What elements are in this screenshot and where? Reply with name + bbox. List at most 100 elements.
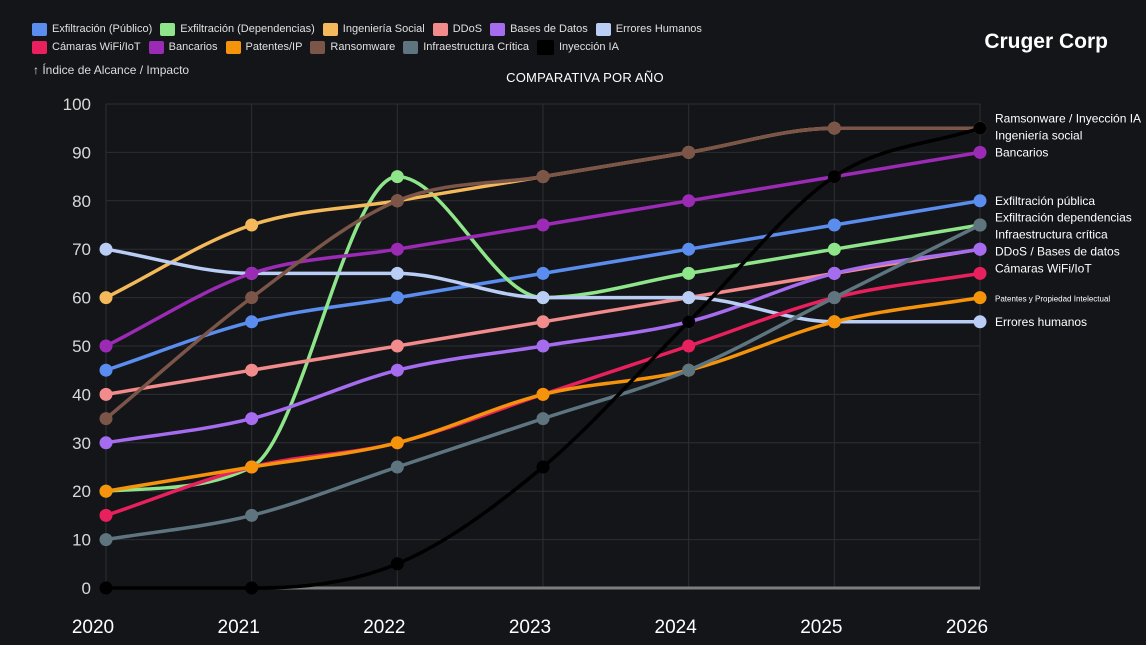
y-tick-label: 90	[72, 143, 91, 162]
brand-title: Cruger Corp	[984, 30, 1108, 53]
chart-title: COMPARATIVA POR AÑO	[506, 70, 664, 85]
legend-item[interactable]: Bases de Datos	[490, 22, 588, 36]
data-point-errores-humanos	[390, 266, 404, 280]
data-point-ddos	[245, 363, 259, 377]
data-point-exfiltracion-publico	[390, 291, 404, 305]
data-point-exfiltracion-dependencias	[827, 242, 841, 256]
data-point-infraestructura-critica	[390, 460, 404, 474]
data-point-infraestructura-critica	[536, 412, 550, 426]
data-point-inyeccion-ia	[827, 170, 841, 184]
data-point-errores-humanos	[973, 315, 987, 329]
data-point-ddos	[536, 315, 550, 329]
data-point-bases-de-datos	[390, 363, 404, 377]
y-axis-note: ↑ Índice de Alcance / Impacto	[33, 63, 190, 77]
data-point-exfiltracion-dependencias	[682, 266, 696, 280]
data-point-bancarios	[245, 266, 259, 280]
legend-item[interactable]: Exfiltración (Público)	[32, 22, 153, 36]
legend-swatch	[310, 40, 326, 54]
end-label: Ingeniería social	[995, 128, 1082, 142]
data-point-inyeccion-ia	[973, 121, 987, 135]
y-tick-label: 10	[72, 531, 91, 550]
data-point-exfiltracion-publico	[682, 242, 696, 256]
data-point-bancarios	[390, 242, 404, 256]
legend-item[interactable]: Exfiltración (Dependencias)	[160, 22, 315, 36]
end-label: Infraestructura crítica	[995, 228, 1108, 242]
data-point-ransomware	[827, 121, 841, 135]
data-point-errores-humanos	[99, 242, 113, 256]
x-tick-label: 2022	[363, 617, 405, 638]
data-point-ransomware	[99, 412, 113, 426]
x-tick-label: 2026	[946, 617, 988, 638]
y-tick-label: 30	[72, 434, 91, 453]
legend-swatch	[595, 22, 611, 36]
legend-item[interactable]: Cámaras WiFi/IoT	[32, 40, 141, 54]
data-point-inyeccion-ia	[99, 581, 113, 595]
legend-label: Inyección IA	[559, 41, 619, 53]
data-point-exfiltracion-dependencias	[390, 170, 404, 184]
data-point-infraestructura-critica	[245, 508, 259, 522]
data-point-bases-de-datos	[99, 436, 113, 450]
data-point-camaras-wifi-iot	[99, 508, 113, 522]
legend-swatch	[432, 22, 448, 36]
data-point-exfiltracion-publico	[536, 266, 550, 280]
end-label: Bancarios	[995, 145, 1048, 159]
data-point-ransomware	[390, 194, 404, 208]
legend-item[interactable]: Ingeniería Social	[322, 22, 425, 36]
legend-item[interactable]: Patentes/IP	[225, 40, 303, 54]
legend-item[interactable]: Errores Humanos	[595, 22, 702, 36]
legend-swatch	[32, 22, 47, 36]
legend: Exfiltración (Público) Exfiltración (Depe…	[32, 20, 932, 56]
end-label: Exfiltración pública	[995, 194, 1095, 208]
data-point-bancarios	[99, 339, 113, 353]
legend-swatch	[225, 40, 241, 54]
x-tick-label: 2020	[72, 617, 114, 638]
end-label: Ramsonware / Inyección IA	[995, 112, 1141, 126]
data-point-bases-de-datos	[973, 242, 987, 256]
end-label: Cámaras WiFi/IoT	[995, 262, 1092, 276]
legend-label: Infraestructura Crítica	[423, 41, 529, 53]
y-tick-label: 80	[72, 192, 91, 211]
y-tick-label: 20	[72, 482, 91, 501]
legend-label: Ransomware	[330, 41, 396, 53]
data-point-patentes-ip	[245, 460, 259, 474]
data-point-ingenieria-social	[245, 218, 259, 232]
legend-item[interactable]: Ransomware	[310, 40, 396, 54]
legend-swatch	[322, 22, 338, 36]
x-tick-label: 2023	[509, 617, 551, 638]
legend-item[interactable]: DDoS	[432, 22, 483, 36]
x-tick-label: 2021	[218, 617, 260, 638]
data-point-ransomware	[682, 145, 696, 159]
data-point-patentes-ip	[827, 315, 841, 329]
y-tick-label: 60	[72, 289, 91, 308]
legend-item[interactable]: Bancarios	[148, 40, 218, 54]
end-label: Patentes y Propiedad Intelectual	[995, 295, 1110, 304]
data-point-ddos	[390, 339, 404, 353]
data-point-ransomware	[536, 170, 550, 184]
legend-label: Exfiltración (Público)	[52, 23, 153, 35]
legend-row-1: Exfiltración (Público) Exfiltración (Depe…	[32, 20, 932, 38]
data-point-infraestructura-critica	[99, 533, 113, 547]
legend-label: Bases de Datos	[510, 23, 588, 35]
data-point-patentes-ip	[973, 291, 987, 305]
legend-label: Ingeniería Social	[342, 23, 425, 35]
data-point-infraestructura-critica	[827, 291, 841, 305]
data-point-inyeccion-ia	[682, 315, 696, 329]
data-point-errores-humanos	[536, 291, 550, 305]
data-point-exfiltracion-publico	[245, 315, 259, 329]
y-tick-label: 0	[82, 579, 91, 598]
data-point-bancarios	[973, 145, 987, 159]
legend-swatch	[32, 40, 47, 54]
end-label: Errores humanos	[995, 315, 1087, 329]
data-point-exfiltracion-publico	[973, 194, 987, 208]
data-point-exfiltracion-publico	[99, 363, 113, 377]
x-tick-label: 2025	[800, 617, 842, 638]
legend-label: Patentes/IP	[245, 41, 303, 53]
data-point-infraestructura-critica	[973, 218, 987, 232]
legend-item[interactable]: Infraestructura Crítica	[403, 40, 529, 54]
data-point-inyeccion-ia	[536, 460, 550, 474]
legend-label: Bancarios	[168, 41, 218, 53]
y-tick-label: 100	[63, 95, 91, 114]
legend-item[interactable]: Inyección IA	[537, 39, 619, 55]
legend-label: DDoS	[452, 23, 483, 35]
